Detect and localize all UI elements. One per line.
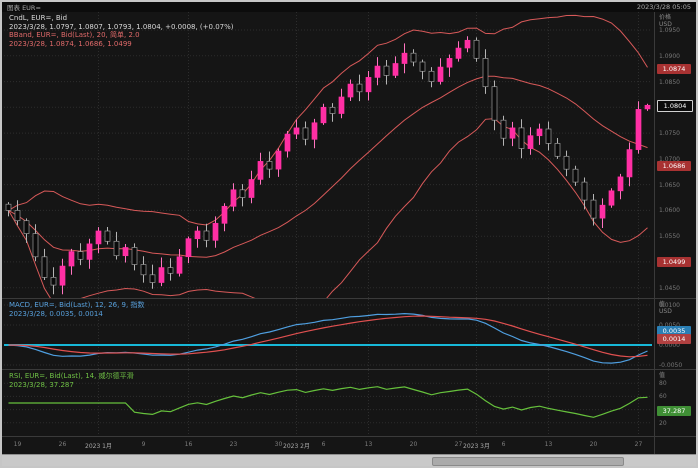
macd-badge: 0.0035 (657, 326, 691, 336)
scrollbar-thumb[interactable] (432, 457, 624, 466)
macd-badge: 0.0014 (657, 334, 691, 344)
date-label: 6 (501, 441, 506, 448)
price-badge: 1.0499 (657, 257, 691, 267)
date-label: 26 (58, 441, 67, 448)
candlestick-plot[interactable] (4, 12, 652, 298)
date-label: 13 (544, 441, 553, 448)
date-label: 19 (13, 441, 22, 448)
date-label: 9 (141, 441, 146, 448)
price-badge: 1.0686 (657, 161, 691, 171)
price-tick: 1.0700 (659, 156, 680, 163)
rsi-tick: 60 (659, 393, 667, 400)
date-label: 16 (184, 441, 193, 448)
rsi-panel[interactable]: RSI, EUR=, Bid(Last), 14, 威尔德平滑 2023/3/2… (4, 370, 652, 436)
date-label: 27 (454, 441, 463, 448)
date-label: 2023 3月 (463, 443, 490, 450)
main-axis-title: 价格 USD (659, 14, 672, 28)
date-label: 20 (409, 441, 418, 448)
panel-separator (2, 436, 696, 437)
macd-plot[interactable] (4, 299, 652, 369)
price-tick: 1.0650 (659, 182, 680, 189)
time-axis[interactable]: 19 26 2023 1月 9 16 23 30 2023 2月 6 13 20 27 2023 3月 6… (4, 437, 652, 454)
titlebar-timestamp: 2023/3/28 05:05 (636, 3, 691, 11)
panel-separator (2, 369, 696, 370)
date-label: 13 (364, 441, 373, 448)
macd-tick: 0.0000 (659, 342, 680, 349)
main-price-panel[interactable]: CndL, EUR=, Bid 2023/3/28, 1.0797, 1.080… (4, 12, 652, 298)
macd-axis-title: 值 USD (659, 301, 672, 315)
price-tick: 1.0600 (659, 207, 680, 214)
price-tick: 1.0550 (659, 233, 680, 240)
price-tick: 1.0750 (659, 130, 680, 137)
price-axis-column[interactable]: 价格 USD 值 USD 值 1.09501.09001.08501.08001… (654, 12, 696, 454)
price-badge: 1.0804 (657, 100, 693, 112)
price-tick: 1.0900 (659, 53, 680, 60)
macd-tick: -0.0050 (659, 362, 683, 369)
macd-panel[interactable]: MACD, EUR=, Bid(Last), 12, 26, 9, 指数 202… (4, 299, 652, 369)
macd-tick: 0.0050 (659, 322, 680, 329)
titlebar-symbol: 图表 EUR= (7, 4, 41, 12)
rsi-plot[interactable] (4, 370, 652, 436)
rsi-tick: 20 (659, 420, 667, 427)
rsi-badge: 37.287 (657, 406, 691, 416)
date-label: 6 (321, 441, 326, 448)
price-tick: 1.0450 (659, 285, 680, 292)
date-label: 23 (229, 441, 238, 448)
date-label: 2023 2月 (283, 443, 310, 450)
rsi-tick: 80 (659, 380, 667, 387)
macd-tick: 0.0100 (659, 302, 680, 309)
date-label: 20 (589, 441, 598, 448)
price-badge: 1.0874 (657, 64, 691, 74)
rsi-axis-title: 值 (659, 372, 666, 379)
price-tick: 1.0850 (659, 79, 680, 86)
date-label: 2023 1月 (85, 443, 112, 450)
price-tick: 1.0950 (659, 27, 680, 34)
date-label: 27 (634, 441, 643, 448)
panel-separator (2, 298, 696, 299)
titlebar: 图表 EUR= 2023/3/28 05:05 (2, 2, 696, 12)
date-label: 30 (274, 441, 283, 448)
horizontal-scrollbar[interactable] (2, 454, 696, 466)
